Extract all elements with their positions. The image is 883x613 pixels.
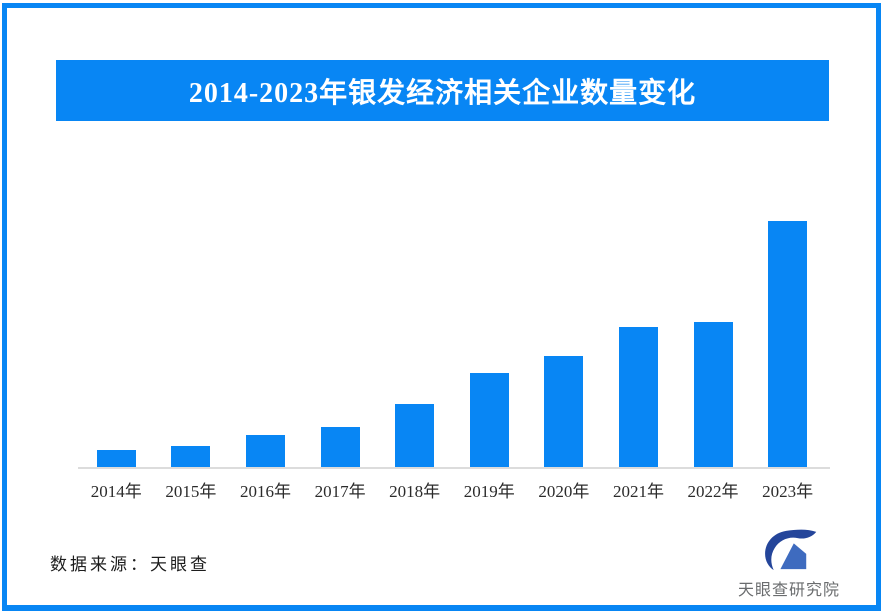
x-axis-tick-label: 2014年 bbox=[90, 482, 142, 501]
x-axis-tick-label: 2020年 bbox=[538, 482, 590, 501]
bar-slot bbox=[79, 217, 154, 467]
plot-area bbox=[79, 217, 825, 467]
x-axis-tick-label: 2023年 bbox=[762, 482, 814, 501]
bar-slot bbox=[452, 217, 527, 467]
bar-2016年 bbox=[245, 435, 285, 467]
bar-slot bbox=[676, 217, 751, 467]
bar-slot bbox=[228, 217, 303, 467]
bar-2022年 bbox=[693, 322, 733, 467]
bar-2017年 bbox=[320, 427, 360, 467]
x-axis-tick-label: 2019年 bbox=[463, 482, 515, 501]
x-axis-line bbox=[78, 467, 830, 469]
bar-slot bbox=[601, 217, 676, 467]
bar-slot bbox=[377, 217, 452, 467]
x-axis-tick-label: 2016年 bbox=[239, 482, 291, 501]
data-source-label: 数据来源：天眼查 bbox=[50, 555, 210, 574]
bar-2015年 bbox=[171, 446, 211, 467]
bar-2018年 bbox=[395, 404, 435, 467]
bar-slot bbox=[154, 217, 229, 467]
bar-2014年 bbox=[96, 450, 136, 467]
bar-2019年 bbox=[469, 373, 509, 467]
x-axis-tick-label: 2018年 bbox=[389, 482, 441, 501]
bar-slot bbox=[750, 217, 825, 467]
x-axis-tick-label: 2015年 bbox=[165, 482, 217, 501]
tianyancha-logo-icon bbox=[765, 529, 817, 571]
bar-2023年 bbox=[768, 221, 808, 467]
logo-house bbox=[780, 543, 807, 570]
bar-slot bbox=[303, 217, 378, 467]
brand-name: 天眼查研究院 bbox=[737, 582, 840, 599]
bar-slot bbox=[527, 217, 602, 467]
logo-swoosh bbox=[765, 529, 817, 571]
x-axis-tick-label: 2017年 bbox=[314, 482, 366, 501]
title-banner: 2014-2023年银发经济相关企业数量变化 bbox=[56, 60, 829, 121]
x-axis-tick-label: 2022年 bbox=[687, 482, 739, 501]
x-axis-tick-label: 2021年 bbox=[612, 482, 664, 501]
bar-2020年 bbox=[544, 356, 584, 467]
chart-title: 2014-2023年银发经济相关企业数量变化 bbox=[188, 77, 697, 109]
x-axis-labels: 2014年 2015年 2016年 2017年 2018年 2019年 2020年 2021年… bbox=[79, 477, 825, 502]
bar-2021年 bbox=[618, 327, 658, 467]
brand-block: 天眼查研究院 bbox=[736, 529, 842, 600]
